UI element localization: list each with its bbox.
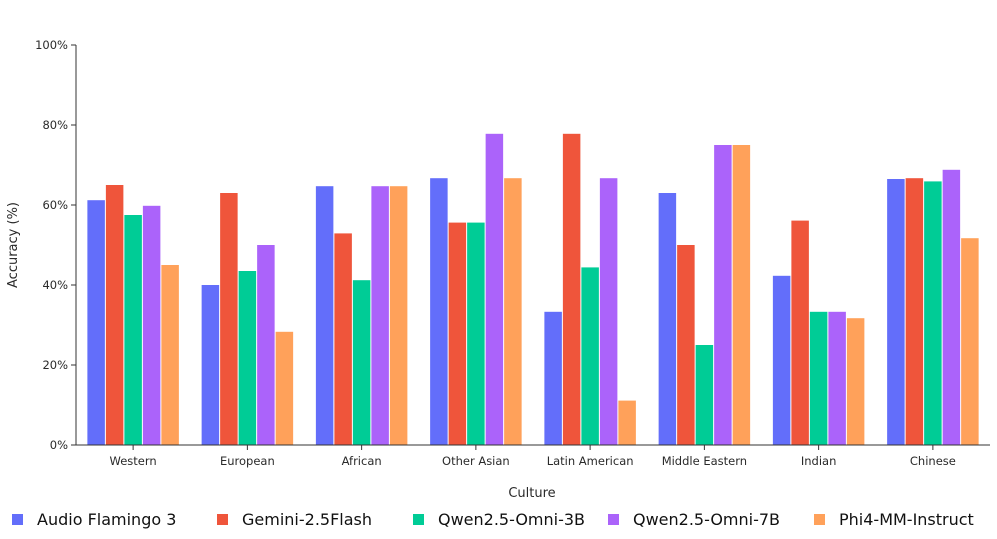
y-axis: 0% 20% 40% 60% 80% 100% (35, 38, 77, 452)
bars-group (87, 133, 979, 446)
y-tick-label: 100% (35, 38, 68, 52)
legend-item[interactable]: Audio Flamingo 3 (12, 510, 176, 529)
y-tick-label: 40% (42, 278, 68, 292)
bar-western-phi4-mm-instruct (161, 265, 179, 445)
bar-chinese-audio-flamingo-3 (887, 179, 905, 445)
bar-middle-eastern-audio-flamingo-3 (658, 193, 677, 445)
bar-middle-eastern-qwen2-5-omni-3b (695, 345, 714, 445)
bar-indian-gemini-2-5flash (791, 220, 809, 445)
bar-other-asian-qwen2-5-omni-7b (485, 133, 504, 446)
bar-african-phi4-mm-instruct (389, 186, 408, 445)
bar-other-asian-phi4-mm-instruct (504, 178, 522, 445)
y-tick-label: 60% (42, 198, 68, 212)
legend-swatch (12, 514, 23, 525)
bar-other-asian-qwen2-5-omni-3b (467, 222, 485, 445)
bar-latin-american-qwen2-5-omni-3b (581, 267, 599, 445)
bar-european-phi4-mm-instruct (275, 331, 294, 445)
x-axis-title: Culture (508, 486, 555, 501)
bar-middle-eastern-qwen2-5-omni-7b (714, 145, 732, 445)
bar-western-audio-flamingo-3 (87, 200, 105, 445)
bar-western-qwen2-5-omni-7b (142, 205, 161, 445)
bar-latin-american-phi4-mm-instruct (618, 400, 636, 445)
bar-european-audio-flamingo-3 (201, 285, 220, 445)
y-tick-label: 20% (42, 358, 68, 372)
y-axis-title: Accuracy (%) (6, 202, 21, 288)
legend-swatch (217, 514, 228, 525)
x-tick-label: Indian (801, 454, 837, 468)
legend-item[interactable]: Qwen2.5-Omni-3B (413, 510, 585, 529)
bar-middle-eastern-gemini-2-5flash (677, 245, 695, 445)
legend-swatch (814, 514, 825, 525)
bar-indian-phi4-mm-instruct (846, 318, 865, 445)
legend-label: Gemini-2.5Flash (242, 510, 373, 529)
bar-african-gemini-2-5flash (334, 233, 352, 445)
bar-chinese-qwen2-5-omni-7b (942, 169, 961, 446)
x-tick-label: Western (110, 454, 157, 468)
bar-european-qwen2-5-omni-3b (238, 271, 257, 445)
legend-swatch (608, 514, 619, 525)
legend: Audio Flamingo 3 Gemini-2.5Flash Qwen2.5-O… (12, 510, 997, 536)
legend-label: Phi4-MM-Instruct (839, 510, 974, 529)
x-tick-label: Middle Eastern (662, 454, 747, 468)
bar-chinese-gemini-2-5flash (905, 178, 924, 445)
x-tick-label: European (220, 454, 275, 468)
legend-label: Audio Flamingo 3 (37, 510, 177, 529)
x-tick-label: African (342, 454, 382, 468)
x-tick-label: Chinese (910, 454, 956, 468)
bar-chinese-qwen2-5-omni-3b (924, 181, 942, 445)
bar-african-qwen2-5-omni-3b (352, 280, 371, 445)
bar-indian-qwen2-5-omni-7b (828, 311, 846, 445)
x-tick-label: Other Asian (442, 454, 510, 468)
bar-latin-american-audio-flamingo-3 (544, 311, 562, 445)
bar-african-qwen2-5-omni-7b (371, 186, 389, 445)
bar-other-asian-gemini-2-5flash (448, 222, 467, 445)
x-axis: Western European African Other Asian Latin A… (76, 444, 990, 468)
legend-label: Qwen2.5-Omni-7B (633, 510, 781, 529)
bar-western-qwen2-5-omni-3b (124, 215, 142, 445)
accuracy-bar-chart: 0% 20% 40% 60% 80% 100% Western European Africa… (6, 38, 990, 501)
bar-other-asian-audio-flamingo-3 (430, 178, 448, 445)
bar-european-gemini-2-5flash (220, 193, 238, 445)
legend-item[interactable]: Qwen2.5-Omni-7B (608, 510, 780, 529)
bar-indian-qwen2-5-omni-3b (809, 311, 828, 445)
legend-item[interactable]: Phi4-MM-Instruct (814, 510, 974, 529)
bar-western-gemini-2-5flash (105, 185, 124, 445)
bar-indian-audio-flamingo-3 (772, 275, 791, 445)
bar-african-audio-flamingo-3 (315, 186, 334, 445)
legend-label: Qwen2.5-Omni-3B (438, 510, 586, 529)
legend-item[interactable]: Gemini-2.5Flash (217, 510, 372, 529)
x-tick-label: Latin American (547, 454, 634, 468)
bar-chinese-phi4-mm-instruct (961, 238, 979, 445)
bar-latin-american-gemini-2-5flash (562, 133, 581, 446)
bar-latin-american-qwen2-5-omni-7b (599, 178, 618, 445)
bar-european-qwen2-5-omni-7b (257, 245, 275, 445)
bar-middle-eastern-phi4-mm-instruct (732, 145, 751, 445)
y-tick-label: 0% (50, 438, 68, 452)
y-tick-label: 80% (42, 118, 68, 132)
legend-swatch (413, 514, 424, 525)
